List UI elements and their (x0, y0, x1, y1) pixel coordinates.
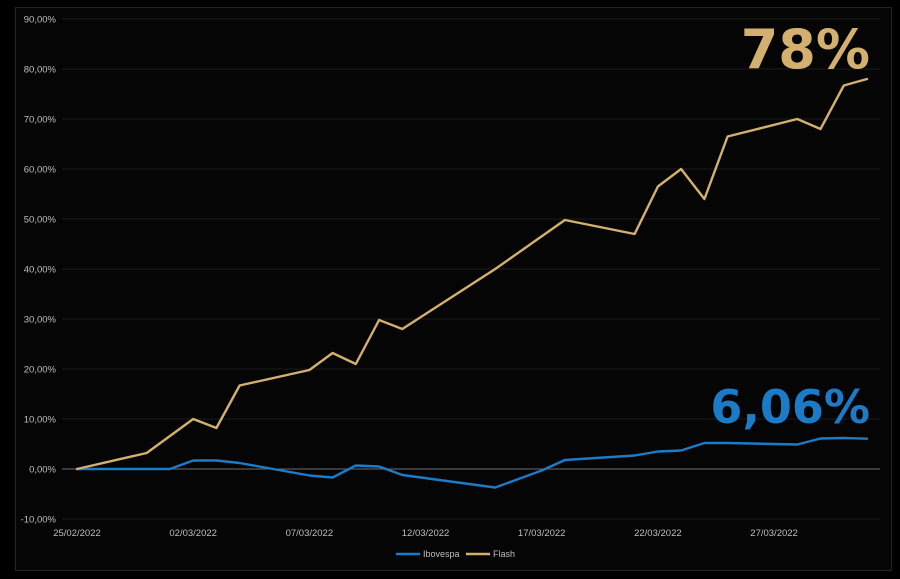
x-tick-label: 17/03/2022 (518, 528, 566, 539)
series-line-ibovespa (75, 436, 869, 489)
series-lines (75, 77, 869, 489)
ibovespa-total-annotation: 6,06% (710, 380, 870, 434)
flash-total-annotation: 78% (741, 18, 870, 81)
y-tick-label: -10,00% (21, 515, 57, 526)
y-tick-label: 40,00% (24, 265, 57, 276)
y-tick-label: 80,00% (24, 65, 57, 76)
y-tick-label: 0,00% (29, 465, 56, 476)
y-axis-ticks: -10,00% 0,00% 10,00% 20,00% 30,00% 40,00% 50,0… (21, 15, 57, 526)
y-tick-label: 60,00% (24, 165, 57, 176)
x-axis-ticks: 25/02/2022 02/03/2022 07/03/2022 12/03/2022… (53, 528, 798, 539)
legend-label-flash: Flash (493, 549, 515, 559)
y-tick-label: 70,00% (24, 115, 57, 126)
x-tick-label: 07/03/2022 (286, 528, 334, 539)
y-tick-label: 30,00% (24, 315, 57, 326)
series-line-flash (75, 77, 869, 471)
legend-label-ibovespa: Ibovespa (423, 549, 460, 559)
x-tick-label: 25/02/2022 (53, 528, 101, 539)
x-tick-label: 12/03/2022 (402, 528, 450, 539)
x-tick-label: 27/03/2022 (750, 528, 798, 539)
x-tick-label: 22/03/2022 (634, 528, 682, 539)
legend: Ibovespa Flash (396, 549, 515, 559)
y-tick-label: 90,00% (24, 15, 57, 26)
y-tick-label: 50,00% (24, 215, 57, 226)
y-tick-label: 20,00% (24, 365, 57, 376)
y-tick-label: 10,00% (24, 415, 57, 426)
chart-frame (15, 7, 892, 571)
grid-lines (62, 18, 880, 520)
x-tick-label: 02/03/2022 (169, 528, 217, 539)
